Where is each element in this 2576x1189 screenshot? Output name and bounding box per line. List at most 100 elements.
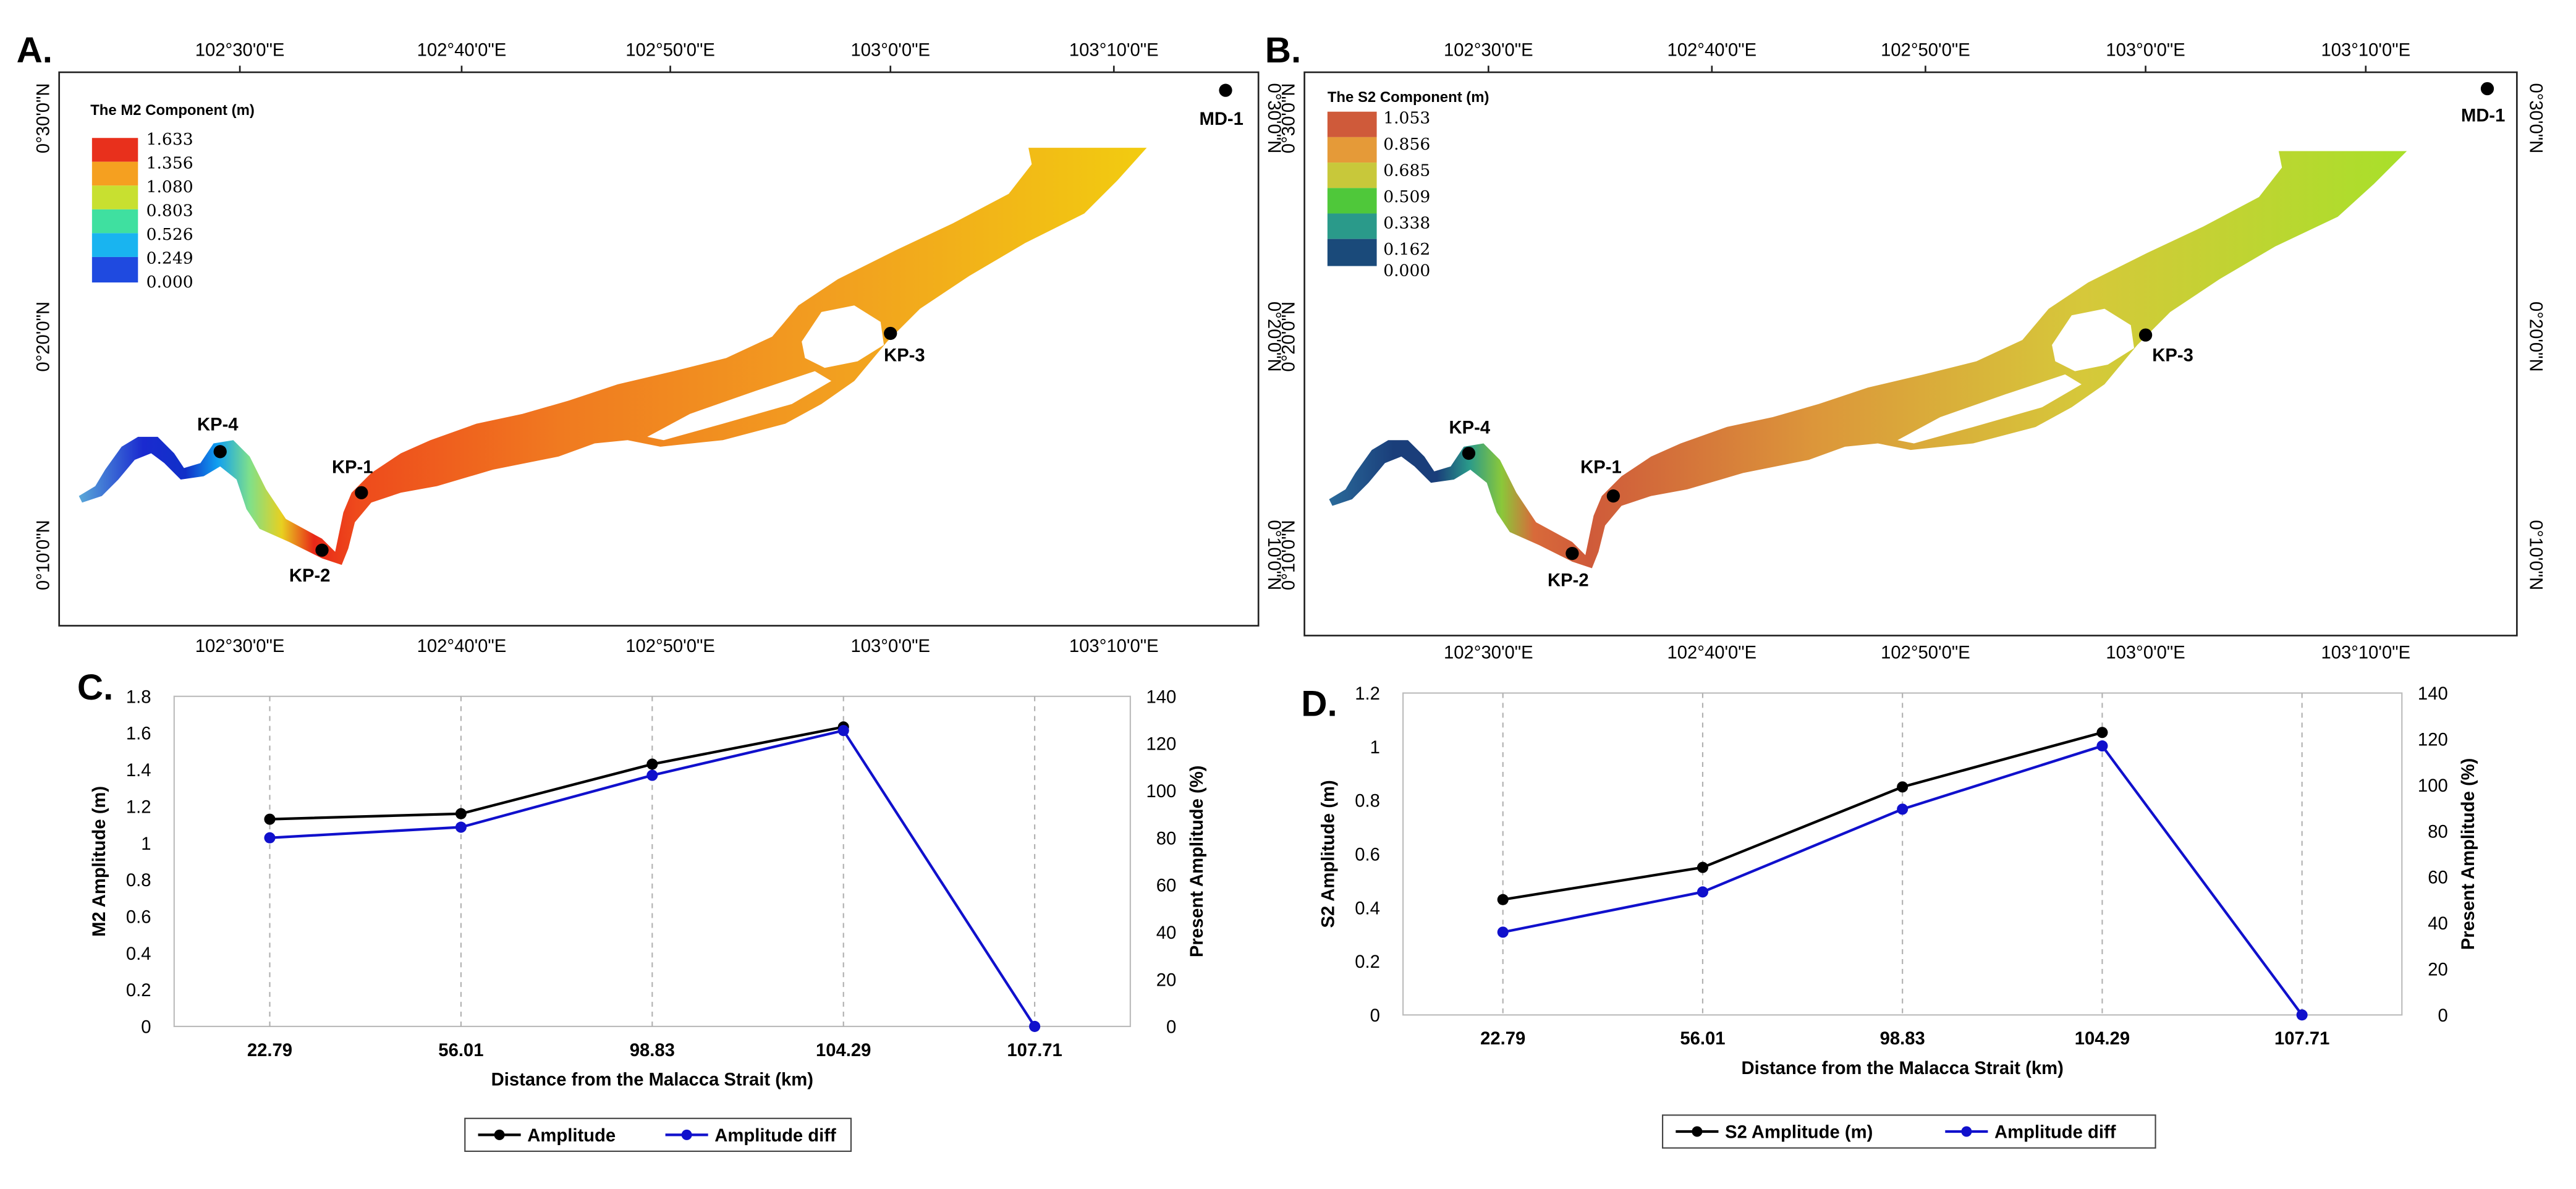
- x-tick-label: 56.01: [438, 1041, 483, 1060]
- legend-label: Amplitude diff: [1994, 1123, 2116, 1143]
- y-tick-label: 0.8: [1355, 792, 1380, 811]
- tick-label: 0°20'0"N: [34, 302, 54, 372]
- tick-label: 103°10'0"E: [1069, 637, 1159, 656]
- left-axis-ticks: 0°30'0"N 0°20'0"N 0°10'0"N: [1279, 83, 1299, 590]
- station-marker: [884, 326, 897, 341]
- tick-label: 102°40'0"E: [417, 637, 507, 656]
- tick-label: 103°10'0"E: [2321, 643, 2410, 663]
- island: [647, 371, 832, 441]
- station-label: KP-3: [884, 346, 925, 366]
- legend-marker: [681, 1129, 692, 1140]
- tick-label: 103°10'0"E: [1069, 40, 1159, 60]
- station-marker: [1606, 489, 1620, 503]
- legend-value: 0.338: [1383, 213, 1430, 232]
- data-point: [1897, 803, 1909, 815]
- y2-axis-label: Present Amplitude (%): [1187, 766, 1207, 958]
- data-point: [2296, 1009, 2308, 1021]
- station-label: KP-2: [289, 566, 331, 586]
- x-tick-label: 22.79: [1480, 1029, 1525, 1049]
- bottom-axis-ticks: 102°30'0"E 102°40'0"E 102°50'0"E 103°0'0…: [195, 637, 1159, 656]
- y-tick-label: 0.2: [1355, 952, 1380, 972]
- y2-tick-label: 80: [2428, 822, 2448, 842]
- panel-letter: C.: [77, 667, 113, 708]
- y-tick-label: 0.2: [126, 981, 151, 1001]
- bottom-axis-ticks: 102°30'0"E 102°40'0"E 102°50'0"E 103°0'0…: [1444, 643, 2410, 663]
- x-axis-label: Distance from the Malacca Strait (km): [1742, 1059, 2064, 1078]
- data-point: [646, 758, 658, 770]
- legend-swatch: [91, 138, 138, 162]
- tick-label: 102°30'0"E: [195, 40, 285, 60]
- y-tick-label: 0.4: [126, 944, 151, 964]
- legend-label: S2 Amplitude (m): [1725, 1123, 1873, 1143]
- legend-marker: [494, 1129, 505, 1140]
- tick-label: 0°20'0"N: [2526, 302, 2546, 372]
- y2-tick-label: 20: [1156, 970, 1177, 990]
- tick-label: 102°50'0"E: [625, 637, 715, 656]
- data-point: [646, 769, 658, 781]
- tick-label: 102°40'0"E: [1667, 643, 1757, 663]
- y-tick-label: 0.6: [1355, 845, 1380, 865]
- legend-title: The S2 Component (m): [1328, 89, 1489, 106]
- station-marker: [1462, 446, 1476, 460]
- station-marker: [1566, 546, 1579, 561]
- y2-tick-label: 0: [1166, 1018, 1176, 1038]
- station-label: KP-4: [197, 415, 239, 434]
- station-marker: [1219, 83, 1232, 97]
- station-marker: [2480, 82, 2494, 96]
- tick-label: 0°10'0"N: [34, 520, 54, 590]
- map-panel-b: B. 102°30'0"E 102°40'0"E 102°50'0"E 103°…: [1265, 30, 2546, 663]
- y2-tick-label: 100: [2418, 776, 2448, 796]
- y-tick-label: 0.4: [1355, 899, 1380, 918]
- right-axis-ticks: 0°30'0"N 0°20'0"N 0°10'0"N: [1264, 83, 1284, 590]
- legend-value: 1.356: [146, 153, 193, 172]
- data-point: [2096, 727, 2108, 738]
- station-label: MD-1: [1199, 109, 1243, 129]
- panel-letter: A.: [17, 30, 53, 70]
- station-label: KP-1: [332, 457, 373, 477]
- y2-tick-label: 120: [2418, 730, 2448, 750]
- legend-swatch: [1327, 111, 1377, 137]
- data-point: [1697, 886, 1708, 898]
- y2-tick-label: 80: [1156, 829, 1177, 848]
- stations: MD-1 KP-1 KP-2 KP-3 KP-4: [1449, 82, 2505, 591]
- x-tick-label: 22.79: [247, 1041, 292, 1060]
- legend-title: The M2 Component (m): [90, 102, 255, 119]
- legend-value: 0.000: [146, 273, 193, 292]
- series-line-1: [1502, 731, 2103, 901]
- y2-tick-label: 60: [2428, 868, 2448, 888]
- legend-value: 0.162: [1383, 240, 1430, 259]
- data-point: [264, 813, 276, 825]
- top-axis-ticks: 102°30'0"E 102°40'0"E 102°50'0"E 103°0'0…: [195, 40, 1159, 72]
- station-label: KP-2: [1548, 571, 1589, 591]
- y2-tick-label: 40: [1156, 923, 1177, 943]
- legend-swatch: [91, 209, 138, 234]
- tick-label: 103°0'0"E: [851, 637, 930, 656]
- data-point: [264, 832, 276, 844]
- legend-box: [464, 1117, 852, 1152]
- tick-label: 0°10'0"N: [2526, 520, 2546, 590]
- left-axis-ticks: 0°30'0"N 0°20'0"N 0°10'0"N: [34, 83, 54, 590]
- legend-value: 0.000: [1383, 261, 1430, 280]
- station-marker: [355, 486, 368, 499]
- tick-label: 102°50'0"E: [1881, 40, 1970, 60]
- y-tick-label: 1: [141, 834, 151, 854]
- data-point: [1029, 1020, 1041, 1032]
- legend-value: 1.633: [146, 130, 193, 149]
- legend-marker: [1692, 1126, 1703, 1137]
- y-tick-label: 1.6: [126, 724, 151, 744]
- y2-tick-label: 140: [2418, 684, 2448, 704]
- tick-label: 0°30'0"N: [2526, 83, 2546, 153]
- y2-tick-label: 60: [1156, 876, 1177, 896]
- tick-label: 102°50'0"E: [625, 40, 715, 60]
- x-tick-label: 98.83: [630, 1041, 675, 1060]
- tick-label: 0°20'0"N: [1264, 302, 1284, 372]
- data-point: [1897, 781, 1909, 793]
- panel-letter: B.: [1265, 30, 1301, 70]
- top-axis-ticks: 102°30'0"E 102°40'0"E 102°50'0"E 103°0'0…: [1444, 40, 2410, 72]
- legend-swatch: [91, 161, 138, 186]
- y-tick-label: 1.4: [126, 761, 151, 781]
- legend-swatch: [1327, 213, 1377, 239]
- tick-label: 0°30'0"N: [1264, 83, 1284, 153]
- y-axis-label: M2 Amplitude (m): [90, 786, 109, 937]
